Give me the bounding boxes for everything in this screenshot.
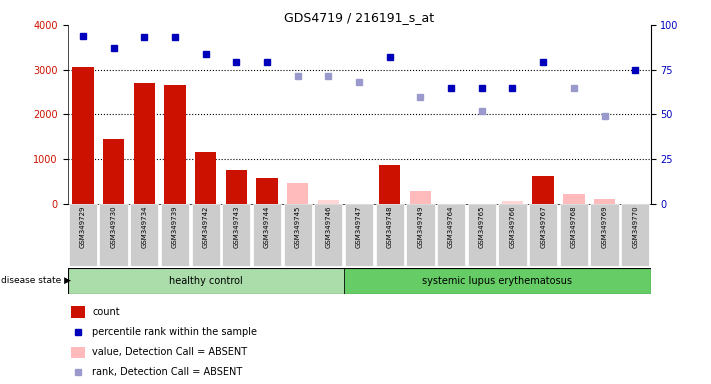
FancyBboxPatch shape (345, 204, 373, 266)
Text: GSM349746: GSM349746 (326, 205, 331, 248)
Text: GSM349765: GSM349765 (479, 205, 485, 248)
FancyBboxPatch shape (161, 204, 189, 266)
Bar (256, 178, 278, 204)
Bar (563, 194, 584, 204)
Text: GSM349739: GSM349739 (172, 205, 178, 248)
Bar (72, 67, 94, 204)
Bar (379, 165, 400, 204)
FancyBboxPatch shape (191, 204, 220, 266)
Text: GSM349729: GSM349729 (80, 205, 86, 248)
Text: GSM349749: GSM349749 (417, 205, 424, 248)
FancyBboxPatch shape (437, 204, 465, 266)
Bar (103, 139, 124, 204)
Bar (502, 201, 523, 204)
FancyBboxPatch shape (68, 268, 343, 294)
Text: GSM349768: GSM349768 (571, 205, 577, 248)
Bar (533, 176, 554, 204)
Text: GSM349734: GSM349734 (141, 205, 147, 248)
FancyBboxPatch shape (314, 204, 343, 266)
Title: GDS4719 / 216191_s_at: GDS4719 / 216191_s_at (284, 11, 434, 24)
Text: GSM349730: GSM349730 (111, 205, 117, 248)
FancyBboxPatch shape (529, 204, 557, 266)
FancyBboxPatch shape (468, 204, 496, 266)
Text: GSM349764: GSM349764 (448, 205, 454, 248)
FancyBboxPatch shape (130, 204, 159, 266)
FancyBboxPatch shape (284, 204, 312, 266)
FancyBboxPatch shape (253, 204, 281, 266)
Text: GSM349770: GSM349770 (632, 205, 638, 248)
Text: GSM349742: GSM349742 (203, 205, 208, 248)
Text: disease state ▶: disease state ▶ (1, 276, 70, 285)
Text: GSM349766: GSM349766 (510, 205, 515, 248)
Bar (71, 347, 85, 358)
FancyBboxPatch shape (621, 204, 649, 266)
Bar (164, 85, 186, 204)
Text: GSM349747: GSM349747 (356, 205, 362, 248)
FancyBboxPatch shape (590, 204, 619, 266)
Text: percentile rank within the sample: percentile rank within the sample (92, 327, 257, 337)
Text: GSM349767: GSM349767 (540, 205, 546, 248)
Bar (594, 199, 615, 204)
FancyBboxPatch shape (69, 204, 97, 266)
Bar (410, 192, 431, 204)
FancyBboxPatch shape (560, 204, 588, 266)
FancyBboxPatch shape (375, 204, 404, 266)
Text: rank, Detection Call = ABSENT: rank, Detection Call = ABSENT (92, 367, 242, 377)
Bar (134, 83, 155, 204)
FancyBboxPatch shape (223, 204, 250, 266)
FancyBboxPatch shape (406, 204, 434, 266)
Text: GSM349745: GSM349745 (294, 205, 301, 248)
Text: GSM349748: GSM349748 (387, 205, 392, 248)
Bar (318, 200, 339, 204)
FancyBboxPatch shape (498, 204, 527, 266)
Bar (71, 306, 85, 318)
Text: systemic lupus erythematosus: systemic lupus erythematosus (422, 276, 572, 286)
Text: GSM349744: GSM349744 (264, 205, 270, 248)
Text: GSM349743: GSM349743 (233, 205, 240, 248)
Text: GSM349769: GSM349769 (602, 205, 607, 248)
FancyBboxPatch shape (100, 204, 128, 266)
Bar (195, 152, 216, 204)
Text: count: count (92, 307, 120, 317)
Text: value, Detection Call = ABSENT: value, Detection Call = ABSENT (92, 348, 247, 358)
Bar (225, 170, 247, 204)
FancyBboxPatch shape (343, 268, 651, 294)
Text: healthy control: healthy control (169, 276, 242, 286)
Bar (287, 184, 309, 204)
